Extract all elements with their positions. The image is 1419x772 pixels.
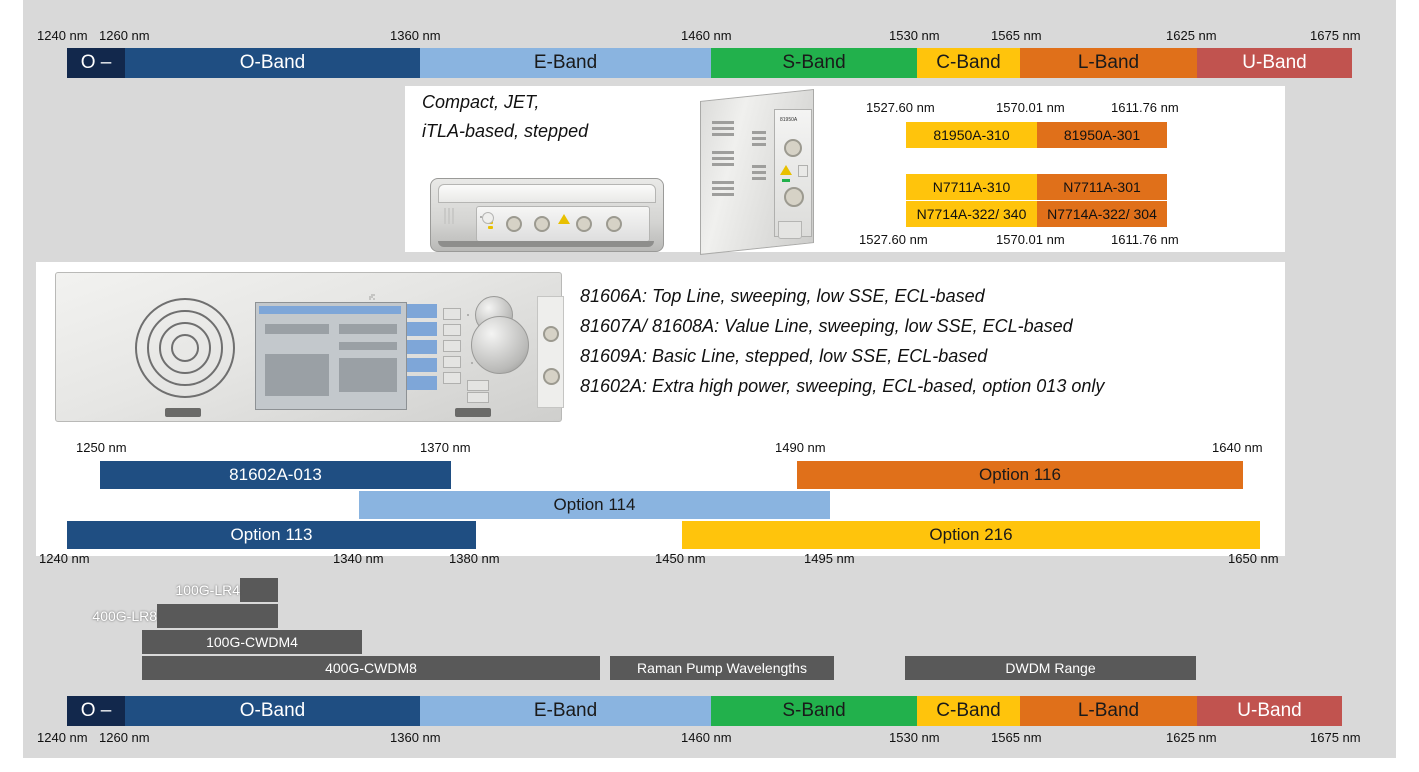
note-81609A: 81609A: Basic Line, stepped, low SSE, EC…: [580, 346, 988, 366]
bar-400G-LR8: 400G-LR8: [92, 604, 278, 628]
compact-top-tick-1: 1527.60 nm: [866, 100, 935, 115]
band-e: E-Band: [420, 48, 711, 78]
band-u: U-Band: [1197, 48, 1352, 78]
bottom-spectrum-bar: O – O-Band E-Band S-Band C-Band L-Band U…: [67, 696, 1342, 726]
bar-100G-CWDM4: 100G-CWDM4: [142, 630, 362, 654]
opt-tick-1240: 1240 nm: [39, 551, 90, 566]
tick-1460: 1460 nm: [681, 28, 732, 43]
bar-81950A-310: 81950A-310: [906, 122, 1037, 148]
bar-raman-pump: Raman Pump Wavelengths: [610, 656, 834, 680]
bar-81602A-013: 81602A-013: [100, 461, 451, 489]
tick-1565: 1565 nm: [991, 28, 1042, 43]
bottom-tick-1675: 1675 nm: [1310, 730, 1361, 745]
benchtop-laser-image: [430, 178, 664, 252]
compact-caption-line2: iTLA-based, stepped: [422, 121, 589, 141]
compact-bottom-tick-1: 1527.60 nm: [859, 232, 928, 247]
opt-tick-1495: 1495 nm: [804, 551, 855, 566]
compact-bottom-tick-3: 1611.76 nm: [1111, 232, 1179, 247]
opt-tick-1370: 1370 nm: [420, 440, 471, 455]
note-81606A: 81606A: Top Line, sweeping, low SSE, ECL…: [580, 286, 985, 306]
mainframe-laser-image: [55, 272, 564, 422]
opt-tick-1340: 1340 nm: [333, 551, 384, 566]
note-81602A: 81602A: Extra high power, sweeping, ECL-…: [580, 376, 1105, 396]
bar-N7711A-301: N7711A-301: [1037, 174, 1167, 200]
module-model-text: 81950A: [780, 117, 798, 123]
bottom-tick-1360: 1360 nm: [390, 730, 441, 745]
bottom-tick-1565: 1565 nm: [991, 730, 1042, 745]
bar-option-114: Option 114: [359, 491, 830, 519]
bottom-band-c: C-Band: [917, 696, 1020, 726]
bottom-tick-1260: 1260 nm: [99, 730, 150, 745]
compact-bottom-tick-2: 1570.01 nm: [996, 232, 1065, 247]
bar-100G-LR4: 100G-LR4: [175, 578, 278, 602]
bar-100G-CWDM4-label: 100G-CWDM4: [206, 634, 298, 650]
tick-1260: 1260 nm: [99, 28, 150, 43]
band-c: C-Band: [917, 48, 1020, 78]
bar-option-216: Option 216: [682, 521, 1260, 549]
bar-100G-LR4-label: 100G-LR4: [175, 582, 240, 598]
bar-400G-CWDM8-label: 400G-CWDM8: [325, 660, 417, 676]
note-81607A-81608A: 81607A/ 81608A: Value Line, sweeping, lo…: [580, 316, 1073, 336]
bar-option-113: Option 113: [67, 521, 476, 549]
bottom-band-e: E-Band: [420, 696, 711, 726]
compact-caption-line1: Compact, JET,: [422, 92, 540, 112]
band-l: L-Band: [1020, 48, 1197, 78]
bar-N7711A-310: N7711A-310: [906, 174, 1037, 200]
bottom-band-o-dash: O –: [67, 696, 125, 726]
bottom-band-s: S-Band: [711, 696, 917, 726]
top-spectrum-bar: O – O-Band E-Band S-Band C-Band L-Band U…: [67, 48, 1352, 78]
laser-module-image: 81950A: [700, 89, 814, 255]
band-s: S-Band: [711, 48, 917, 78]
tick-1625: 1625 nm: [1166, 28, 1217, 43]
bar-dwdm-range-label: DWDM Range: [1005, 660, 1096, 676]
bottom-tick-1240: 1240 nm: [37, 730, 88, 745]
bar-N7714A-322-304: N7714A-322/ 304: [1037, 201, 1167, 227]
tick-1530: 1530 nm: [889, 28, 940, 43]
bottom-tick-1625: 1625 nm: [1166, 730, 1217, 745]
tick-1360: 1360 nm: [390, 28, 441, 43]
bar-raman-pump-label: Raman Pump Wavelengths: [637, 660, 807, 676]
band-o-dash: O –: [67, 48, 125, 78]
opt-tick-1380: 1380 nm: [449, 551, 500, 566]
compact-top-tick-3: 1611.76 nm: [1111, 100, 1179, 115]
bottom-tick-1530: 1530 nm: [889, 730, 940, 745]
bar-400G-LR8-label: 400G-LR8: [92, 608, 157, 624]
opt-tick-1450: 1450 nm: [655, 551, 706, 566]
compact-top-tick-2: 1570.01 nm: [996, 100, 1065, 115]
bar-400G-CWDM8: 400G-CWDM8: [142, 656, 600, 680]
opt-tick-1490: 1490 nm: [775, 440, 826, 455]
bottom-band-u: U-Band: [1197, 696, 1342, 726]
bar-N7714A-322-340: N7714A-322/ 340: [906, 201, 1037, 227]
bottom-tick-1460: 1460 nm: [681, 730, 732, 745]
opt-tick-1640: 1640 nm: [1212, 440, 1263, 455]
bar-81950A-301: 81950A-301: [1037, 122, 1167, 148]
bar-option-116: Option 116: [797, 461, 1243, 489]
bottom-band-l: L-Band: [1020, 696, 1197, 726]
bar-dwdm-range: DWDM Range: [905, 656, 1196, 680]
opt-tick-1250: 1250 nm: [76, 440, 127, 455]
bottom-band-o: O-Band: [125, 696, 420, 726]
tick-1240: 1240 nm: [37, 28, 88, 43]
tick-1675: 1675 nm: [1310, 28, 1361, 43]
band-o: O-Band: [125, 48, 420, 78]
opt-tick-1650: 1650 nm: [1228, 551, 1279, 566]
